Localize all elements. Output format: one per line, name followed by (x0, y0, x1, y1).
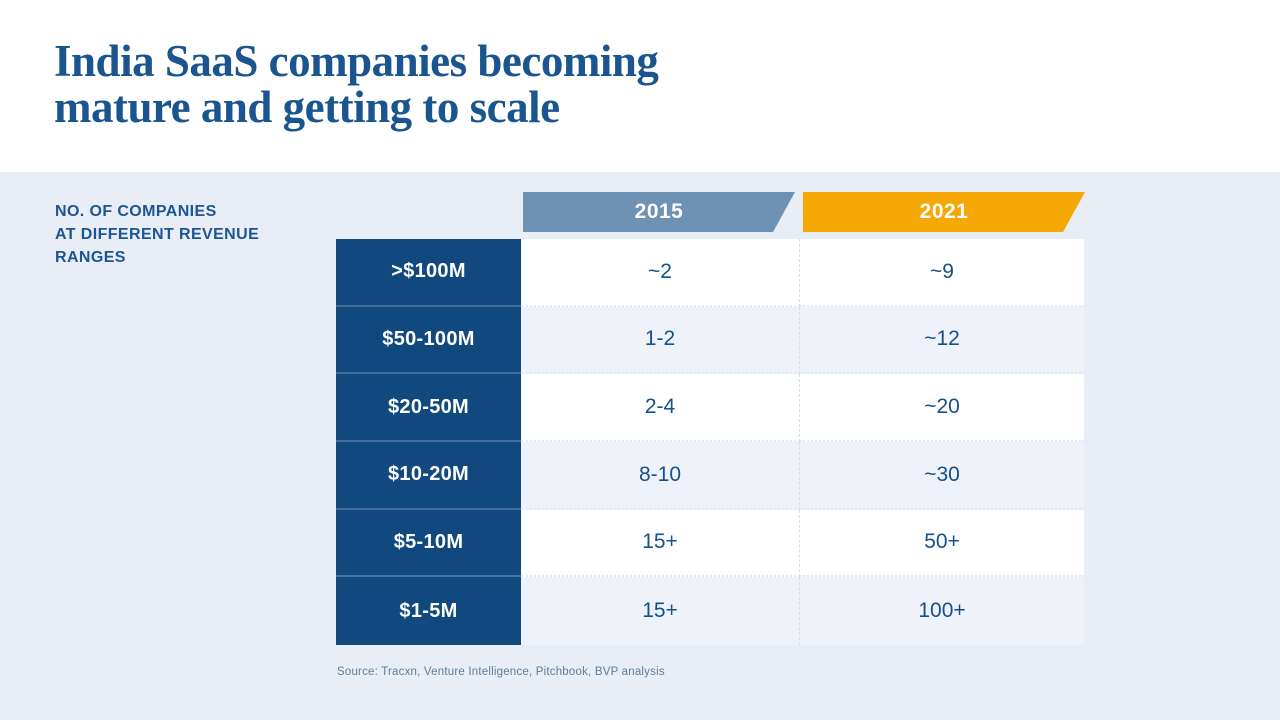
value-2015: 8-10 (521, 441, 800, 510)
column-header-2021: 2021 (803, 192, 1085, 232)
column-header-2015: 2015 (523, 192, 795, 232)
value-2015: 15+ (521, 509, 800, 578)
page-title: India SaaS companies becoming mature and… (54, 36, 659, 132)
row-label: $1-5M (336, 577, 521, 645)
table-row: >$100M ~2 ~9 (336, 239, 1084, 307)
row-label: $5-10M (336, 509, 521, 578)
column-header-2021-label: 2021 (919, 200, 969, 223)
value-2015: 1-2 (521, 306, 800, 375)
row-label: $50-100M (336, 306, 521, 375)
table-row: $50-100M 1-2 ~12 (336, 306, 1084, 375)
value-2021: 100+ (800, 577, 1084, 645)
value-2015: 2-4 (521, 374, 800, 442)
source-note: Source: Tracxn, Venture Intelligence, Pi… (337, 666, 665, 678)
value-2015: ~2 (521, 239, 800, 307)
revenue-table: >$100M ~2 ~9 $50-100M 1-2 ~12 $20-50M 2-… (336, 239, 1084, 645)
value-2015: 15+ (521, 577, 800, 645)
page-title-line-1: India SaaS companies becoming (54, 36, 659, 86)
section-label: NO. OF COMPANIES AT DIFFERENT REVENUE RA… (55, 203, 260, 266)
page-title-line-2: mature and getting to scale (54, 82, 560, 132)
value-2021: ~20 (800, 374, 1084, 442)
row-label: $10-20M (336, 441, 521, 510)
value-2021: 50+ (800, 509, 1084, 578)
table-row: $1-5M 15+ 100+ (336, 577, 1084, 645)
table-row: $5-10M 15+ 50+ (336, 509, 1084, 578)
value-2021: ~12 (800, 306, 1084, 375)
row-label: $20-50M (336, 374, 521, 442)
value-2021: ~9 (800, 239, 1084, 307)
title-band: India SaaS companies becoming mature and… (0, 0, 1280, 172)
row-label: >$100M (336, 239, 521, 307)
table-row: $10-20M 8-10 ~30 (336, 441, 1084, 510)
value-2021: ~30 (800, 441, 1084, 510)
column-header-2015-label: 2015 (634, 200, 684, 223)
table-row: $20-50M 2-4 ~20 (336, 374, 1084, 442)
